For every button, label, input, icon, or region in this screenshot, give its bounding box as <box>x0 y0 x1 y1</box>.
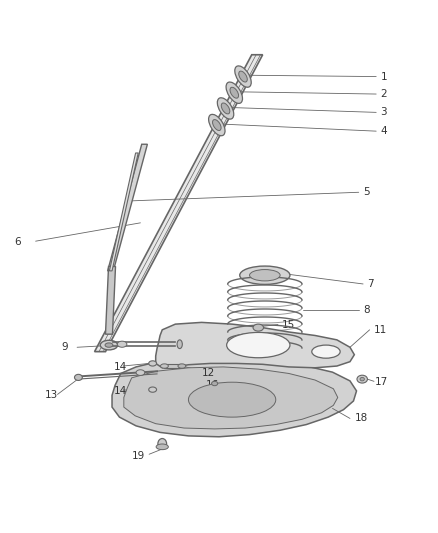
Text: 5: 5 <box>363 187 370 197</box>
Polygon shape <box>164 364 182 368</box>
Text: 11: 11 <box>374 325 387 335</box>
Polygon shape <box>95 55 263 352</box>
Text: 15: 15 <box>283 320 296 330</box>
Ellipse shape <box>250 270 280 281</box>
Text: 19: 19 <box>132 451 145 462</box>
Text: 17: 17 <box>375 377 389 387</box>
Ellipse shape <box>208 115 225 136</box>
Ellipse shape <box>178 364 186 368</box>
Polygon shape <box>155 322 354 368</box>
Ellipse shape <box>149 361 156 366</box>
Ellipse shape <box>226 82 243 103</box>
Ellipse shape <box>100 340 118 350</box>
Text: 12: 12 <box>201 368 215 378</box>
Ellipse shape <box>105 343 113 348</box>
Ellipse shape <box>360 377 364 381</box>
Ellipse shape <box>149 387 156 392</box>
Ellipse shape <box>136 370 145 375</box>
Ellipse shape <box>230 87 239 98</box>
Ellipse shape <box>312 345 340 358</box>
Text: 18: 18 <box>354 414 367 423</box>
Text: 4: 4 <box>381 126 387 136</box>
Ellipse shape <box>217 98 234 119</box>
Text: 8: 8 <box>363 305 370 315</box>
Ellipse shape <box>253 324 264 331</box>
Text: 14: 14 <box>114 386 127 396</box>
Text: 14: 14 <box>114 362 127 372</box>
Text: 13: 13 <box>44 390 58 400</box>
Ellipse shape <box>156 444 168 450</box>
Ellipse shape <box>357 375 367 383</box>
Text: 1: 1 <box>381 71 387 82</box>
Polygon shape <box>124 367 338 429</box>
Text: 9: 9 <box>62 342 68 352</box>
Ellipse shape <box>212 381 218 386</box>
Text: 2: 2 <box>381 89 387 99</box>
Ellipse shape <box>226 333 290 358</box>
Text: 16: 16 <box>206 380 219 390</box>
Polygon shape <box>112 358 357 437</box>
Polygon shape <box>108 144 148 271</box>
Ellipse shape <box>158 439 166 449</box>
Ellipse shape <box>160 364 168 368</box>
Ellipse shape <box>117 341 127 348</box>
Text: 7: 7 <box>367 279 374 289</box>
Ellipse shape <box>240 266 290 285</box>
Ellipse shape <box>188 382 276 417</box>
Polygon shape <box>106 266 116 334</box>
Ellipse shape <box>239 71 247 82</box>
Ellipse shape <box>235 66 251 87</box>
Ellipse shape <box>177 340 182 349</box>
Ellipse shape <box>74 374 82 381</box>
Ellipse shape <box>212 119 221 131</box>
Polygon shape <box>110 153 138 271</box>
Ellipse shape <box>221 103 230 114</box>
Text: 10: 10 <box>166 342 180 352</box>
Text: 3: 3 <box>381 107 387 117</box>
Text: 6: 6 <box>14 238 21 247</box>
